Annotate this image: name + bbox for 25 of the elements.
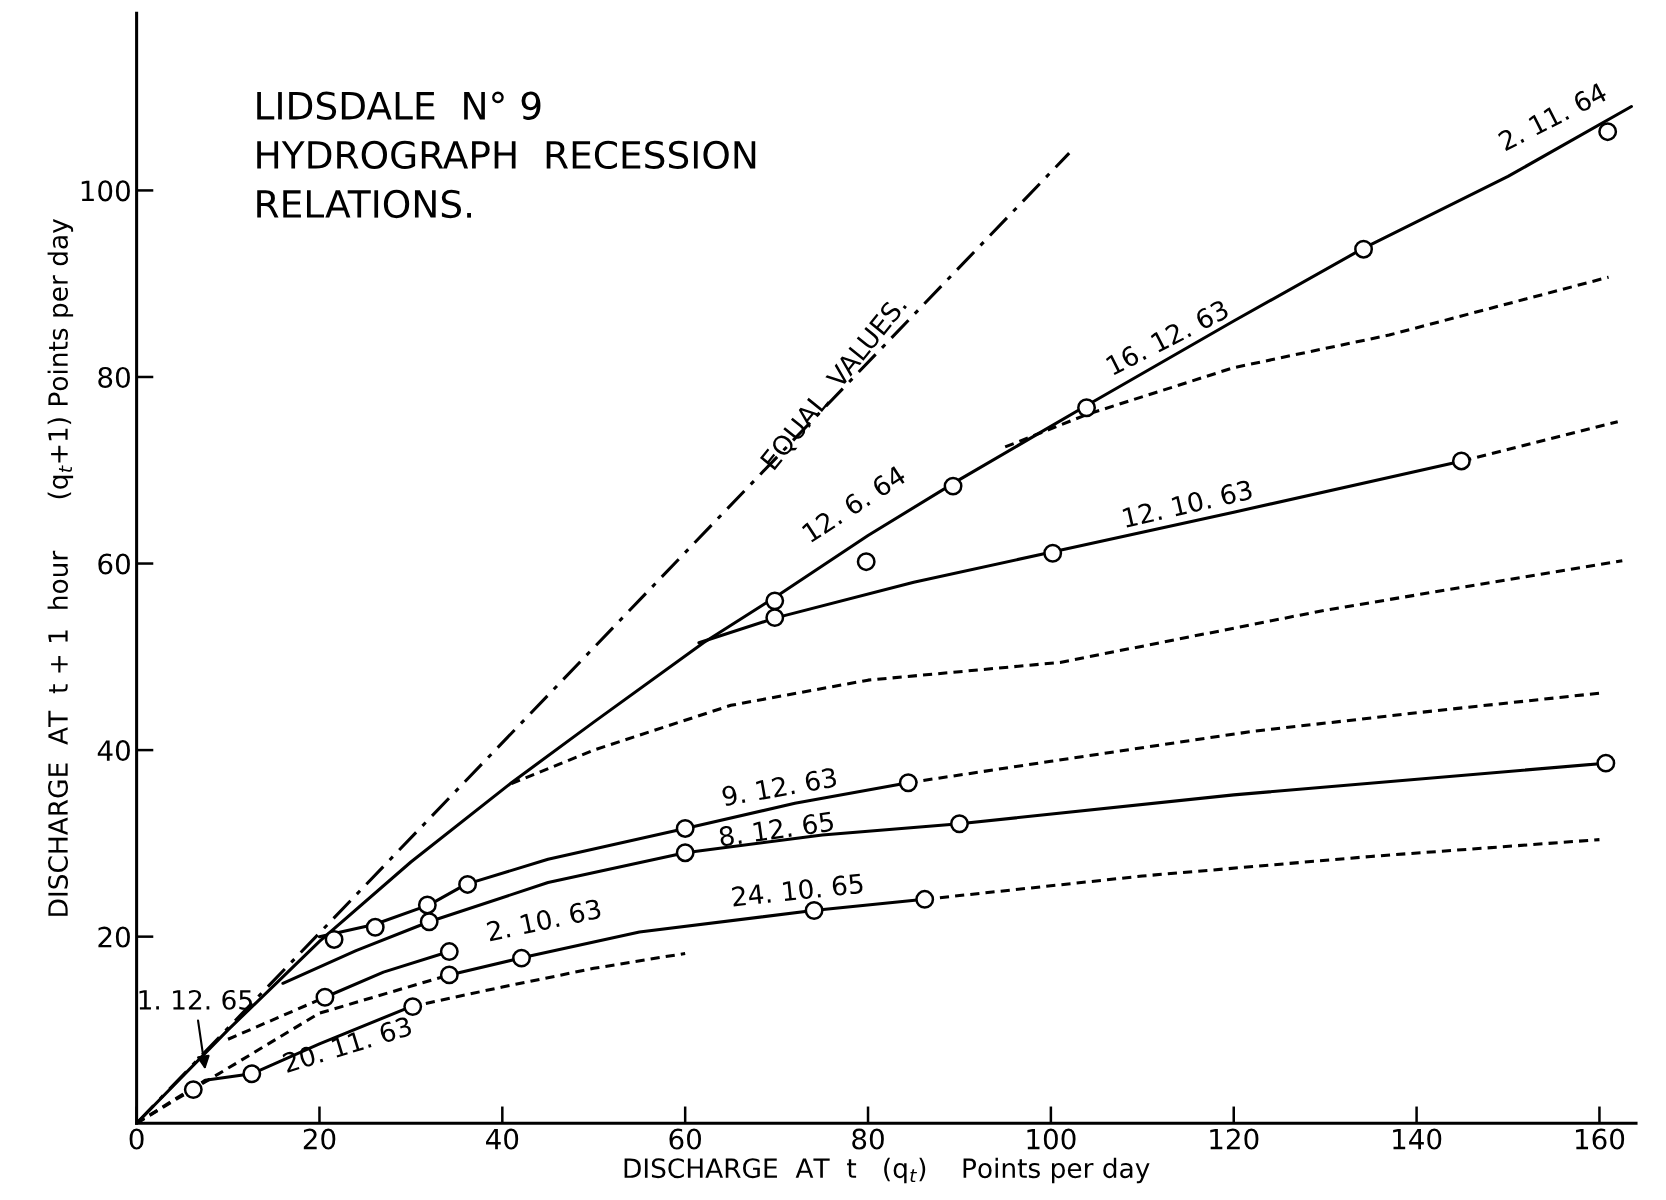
x-axis-title: DISCHARGE AT t (q$_{t}$) Points per day xyxy=(624,1157,1150,1184)
annotation: 2. 10. 63 xyxy=(486,898,602,942)
annotation: 9. 12. 63 xyxy=(721,767,837,807)
annotation: 2. 11. 64 xyxy=(1497,81,1609,152)
annotation: 12. 10. 63 xyxy=(1122,479,1253,528)
x-tick-label: 60 xyxy=(669,1128,701,1150)
x-tick-label: 140 xyxy=(1393,1128,1442,1150)
y-tick-label: 100 xyxy=(81,180,130,202)
text: LIDSDALE N° 9 HYDROGRAPH RECESSION RELATIONS. xyxy=(257,91,756,219)
x-tick-label: 160 xyxy=(1575,1128,1625,1150)
y-tick-label: 20 xyxy=(98,926,130,948)
x-tick-label: 0 xyxy=(129,1128,144,1150)
x-tick-label: 80 xyxy=(852,1128,884,1150)
x-tick-label: 100 xyxy=(1027,1128,1076,1150)
y-tick-label: 80 xyxy=(98,366,130,388)
y-tick-label: 40 xyxy=(97,740,130,762)
annotation: 8. 12. 65 xyxy=(718,811,834,847)
annotation: 16. 12. 63 xyxy=(1105,299,1230,376)
y-axis-title: DISCHARGE AT t + 1 hour (q$_{t}$+1) Points per day xyxy=(47,219,74,916)
x-tick-label: 40 xyxy=(486,1128,519,1150)
x-tick-label: 20 xyxy=(303,1128,336,1150)
annotation: 24. 10. 65 xyxy=(731,873,864,907)
x-tick-label: 120 xyxy=(1210,1128,1259,1150)
annotation: 12. 6. 64 xyxy=(801,464,908,543)
y-tick-label: 60 xyxy=(98,553,130,575)
